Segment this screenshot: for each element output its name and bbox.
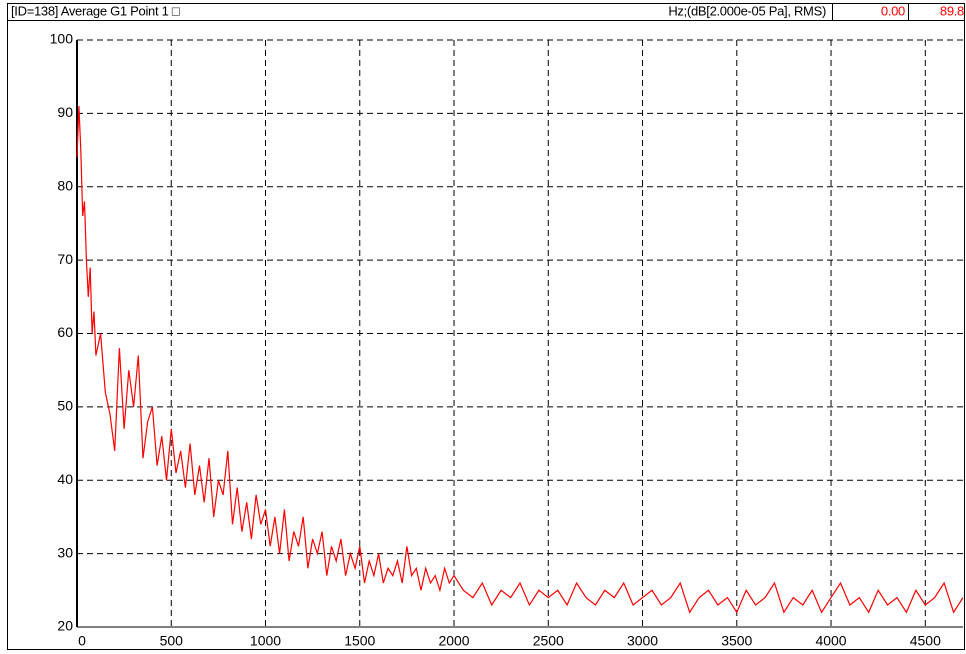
x-tick-label: 1000: [250, 633, 281, 649]
x-tick-label: 2500: [533, 633, 564, 649]
x-tick-label: 3000: [627, 633, 658, 649]
x-tick-label: 1500: [344, 633, 375, 649]
x-tick-label: 3500: [721, 633, 752, 649]
y-tick-label: 40: [57, 471, 73, 487]
y-tick-label: 80: [57, 177, 73, 193]
x-tick-label: 4500: [910, 633, 941, 649]
x-tick-label: 0: [78, 633, 86, 649]
x-tick-label: 4000: [815, 633, 846, 649]
unit-label: Hz;(dB[2.000e-05 Pa], RMS): [668, 3, 826, 18]
readout: 89.8: [940, 3, 964, 18]
x-tick-label: 2000: [438, 633, 469, 649]
y-tick-label: 50: [57, 398, 73, 414]
y-tick-label: 90: [57, 104, 73, 120]
readout: 0.00: [881, 3, 905, 18]
readout-box: [908, 3, 965, 21]
y-tick-label: 60: [57, 324, 73, 340]
chart-title: [ID=138] Average G1 Point 1 □: [11, 3, 180, 18]
frame: [7, 3, 965, 650]
y-tick-label: 100: [50, 31, 74, 47]
y-tick-label: 70: [57, 251, 73, 267]
x-tick-label: 500: [160, 633, 184, 649]
y-tick-label: 30: [57, 544, 73, 560]
data-line: [76, 105, 964, 614]
y-tick-label: 20: [57, 618, 73, 634]
